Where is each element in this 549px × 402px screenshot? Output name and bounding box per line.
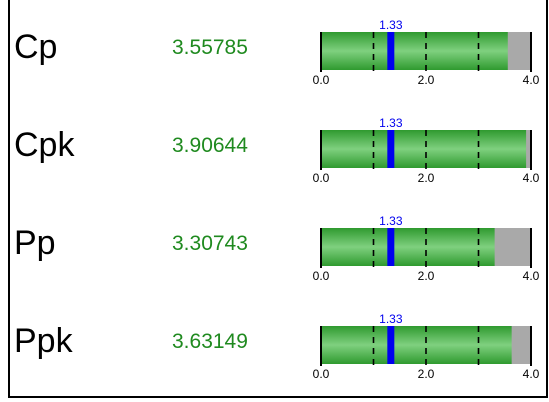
gauge-fill bbox=[321, 32, 508, 70]
row-value: 3.30743 bbox=[172, 232, 248, 255]
row-label: Pp bbox=[14, 224, 56, 262]
row-cp: Cp 3.55785 1.33 0.0 2.0 4.0 bbox=[10, 0, 546, 98]
tick-label: 0.0 bbox=[313, 73, 330, 87]
spec-marker bbox=[387, 130, 395, 168]
spec-marker-label: 1.33 bbox=[379, 312, 403, 326]
spec-marker-label: 1.33 bbox=[379, 116, 403, 130]
capability-gauge: 1.33 0.0 2.0 4.0 bbox=[297, 294, 540, 390]
tick-label: 2.0 bbox=[418, 269, 435, 283]
gauge-fill bbox=[321, 130, 527, 168]
tick-label: 0.0 bbox=[313, 269, 330, 283]
gauge-svg: 1.33 0.0 2.0 4.0 bbox=[313, 116, 540, 185]
gauge-svg: 1.33 0.0 2.0 4.0 bbox=[313, 18, 540, 87]
row-pp: Pp 3.30743 1.33 0.0 2.0 4.0 bbox=[10, 196, 546, 294]
spec-marker bbox=[387, 326, 395, 364]
tick-label: 4.0 bbox=[523, 367, 540, 381]
tick-label: 2.0 bbox=[418, 367, 435, 381]
tick-label: 0.0 bbox=[313, 367, 330, 381]
tick-label: 0.0 bbox=[313, 171, 330, 185]
row-value: 3.63149 bbox=[172, 330, 248, 353]
gauge-fill bbox=[321, 326, 512, 364]
tick-label: 4.0 bbox=[523, 269, 540, 283]
capability-gauge: 1.33 0.0 2.0 4.0 bbox=[297, 98, 540, 194]
gauge-svg: 1.33 0.0 2.0 4.0 bbox=[313, 312, 540, 381]
spec-marker bbox=[387, 228, 395, 266]
row-value: 3.90644 bbox=[172, 134, 248, 157]
capability-gauge: 1.33 0.0 2.0 4.0 bbox=[297, 196, 540, 292]
row-label: Cp bbox=[14, 28, 58, 66]
tick-label: 4.0 bbox=[523, 73, 540, 87]
tick-label: 4.0 bbox=[523, 171, 540, 185]
panel-right-border bbox=[546, 0, 548, 398]
spec-marker-label: 1.33 bbox=[379, 18, 403, 32]
gauge-svg: 1.33 0.0 2.0 4.0 bbox=[313, 214, 540, 283]
row-cpk: Cpk 3.90644 1.33 0.0 2.0 4.0 bbox=[10, 98, 546, 196]
gauge-fill bbox=[321, 228, 495, 266]
row-value: 3.55785 bbox=[172, 36, 248, 59]
tick-label: 2.0 bbox=[418, 171, 435, 185]
panel-left-border bbox=[8, 0, 10, 398]
row-label: Cpk bbox=[14, 126, 75, 164]
row-ppk: Ppk 3.63149 1.33 0.0 2.0 4.0 bbox=[10, 294, 546, 392]
tick-label: 2.0 bbox=[418, 73, 435, 87]
capability-gauge: 1.33 0.0 2.0 4.0 bbox=[297, 0, 540, 96]
row-label: Ppk bbox=[14, 322, 73, 360]
panel-bottom-border bbox=[8, 396, 548, 398]
spec-marker bbox=[387, 32, 395, 70]
spec-marker-label: 1.33 bbox=[379, 214, 403, 228]
